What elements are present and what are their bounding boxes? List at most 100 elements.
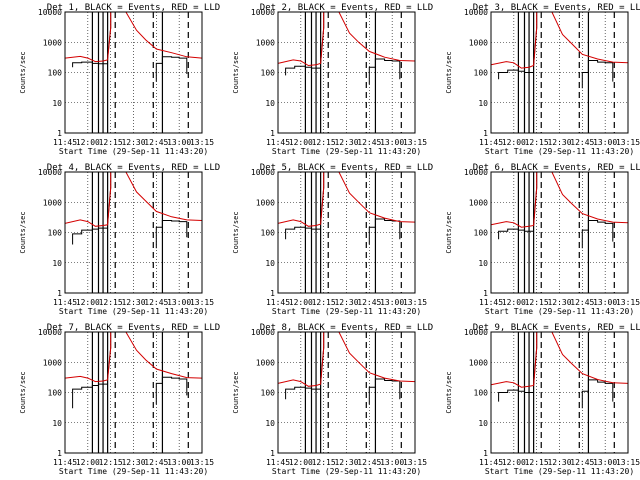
x-tick-label: 13:15 — [190, 458, 214, 467]
y-tick-label: 10000 — [251, 8, 275, 17]
detector-plot-8: Det 8, BLACK = Events, RED = LLD11:4512:… — [232, 323, 433, 476]
x-tick-label: 12:45 — [357, 458, 381, 467]
x-tick-label: 12:45 — [144, 138, 168, 147]
detector-plot-7: Det 7, BLACK = Events, RED = LLD11:4512:… — [19, 323, 220, 476]
x-tick-label: 13:15 — [616, 138, 640, 147]
events-series-line — [155, 220, 188, 249]
x-tick-label: 13:15 — [403, 138, 427, 147]
plot-title: Det 2, BLACK = Events, RED = LLD — [260, 3, 433, 13]
y-tick-label: 10000 — [464, 168, 488, 177]
y-tick-label: 1 — [483, 129, 488, 138]
events-series-line — [285, 65, 321, 76]
x-axis-label: Start Time (29-Sep-11 11:43:20) — [272, 307, 421, 316]
plot-title: Det 5, BLACK = Events, RED = LLD — [260, 163, 433, 173]
x-axis-label: Start Time (29-Sep-11 11:43:20) — [485, 467, 634, 476]
events-series-line — [368, 58, 401, 85]
lld-series-line — [64, 172, 112, 227]
x-tick-label: 12:00 — [502, 298, 526, 307]
lld-series-line — [338, 331, 416, 383]
plot-title: Det 7, BLACK = Events, RED = LLD — [47, 323, 220, 333]
lld-series-line — [551, 11, 629, 64]
events-series-line — [581, 220, 614, 249]
x-tick-label: 12:45 — [144, 298, 168, 307]
lld-series-line — [277, 332, 325, 387]
x-tick-label: 13:00 — [593, 458, 617, 467]
lld-series-line — [277, 172, 325, 227]
x-tick-label: 12:45 — [570, 138, 594, 147]
x-tick-label: 12:45 — [570, 298, 594, 307]
x-tick-label: 11:45 — [479, 458, 503, 467]
detector-plot-5: Det 5, BLACK = Events, RED = LLD11:4512:… — [232, 163, 433, 316]
y-tick-label: 1 — [270, 449, 275, 458]
y-axis-label: Counts/sec — [445, 211, 453, 253]
y-axis-label: Counts/sec — [232, 211, 240, 253]
events-series-line — [498, 69, 534, 80]
plot-frame — [64, 171, 203, 294]
plot-frame — [490, 11, 629, 134]
events-series-line — [498, 228, 534, 240]
y-tick-label: 10 — [478, 259, 488, 268]
y-tick-label: 1000 — [43, 38, 62, 47]
detector-plot-3: Det 3, BLACK = Events, RED = LLD 11:45 12:… — [445, 3, 640, 156]
y-tick-label: 1000 — [469, 358, 488, 367]
y-tick-label: 1000 — [256, 358, 275, 367]
x-tick-label: 11:45 — [53, 298, 77, 307]
plot-title: Det 3, BLACK = Events, RED = LLD — [473, 3, 640, 13]
lld-series-line — [125, 171, 203, 221]
events-series-line — [368, 378, 401, 405]
y-tick-label: 1 — [483, 289, 488, 298]
x-tick-label: 11:45 — [266, 138, 290, 147]
detector-plot-2: Det 2, BLACK = Events, RED = LLD11:4512:… — [232, 3, 433, 156]
x-tick-label: 12:00 — [289, 458, 313, 467]
events-series-line — [285, 226, 321, 240]
x-tick-label: 12:00 — [76, 298, 100, 307]
x-tick-label: 12:15 — [525, 458, 549, 467]
x-tick-label: 12:00 — [76, 138, 100, 147]
events-series-line — [72, 383, 108, 409]
y-tick-label: 10 — [52, 259, 62, 268]
lld-series-line — [551, 331, 629, 384]
lld-series-line — [125, 11, 203, 59]
x-tick-label: 12:00 — [502, 458, 526, 467]
x-tick-label: 13:15 — [190, 138, 214, 147]
y-tick-label: 1000 — [43, 358, 62, 367]
x-tick-label: 12:15 — [99, 138, 123, 147]
y-tick-label: 10000 — [38, 8, 62, 17]
x-axis-label: Start Time (29-Sep-11 11:43:20) — [485, 307, 634, 316]
y-axis-label: Counts/sec — [232, 371, 240, 413]
plot-frame — [277, 171, 416, 294]
events-series-line — [581, 60, 614, 89]
detector-plot-6: Det 6, BLACK = Events, RED = LLD11:4512:… — [445, 163, 640, 316]
x-tick-label: 13:00 — [167, 458, 191, 467]
x-tick-label: 13:15 — [403, 298, 427, 307]
y-tick-label: 1000 — [469, 198, 488, 207]
y-tick-label: 1 — [270, 289, 275, 298]
x-tick-label: 13:15 — [616, 298, 640, 307]
x-tick-label: 12:15 — [312, 138, 336, 147]
x-tick-label: 12:00 — [289, 138, 313, 147]
y-tick-label: 100 — [261, 229, 276, 238]
x-tick-label: 11:45 — [479, 138, 503, 147]
y-tick-label: 10 — [52, 419, 62, 428]
x-tick-label: 12:30 — [547, 138, 571, 147]
plot-title: Det 1, BLACK = Events, RED = LLD — [47, 3, 220, 13]
y-tick-label: 1000 — [43, 198, 62, 207]
detector-plot-9: Det 9, BLACK = Events, RED = LLD11:4512:… — [445, 323, 640, 476]
x-tick-label: 11:45 — [479, 298, 503, 307]
x-tick-label: 12:30 — [334, 138, 358, 147]
events-series-line — [155, 56, 188, 82]
x-tick-label: 12:15 — [312, 458, 336, 467]
y-axis-label: Counts/sec — [445, 51, 453, 93]
x-tick-label: 12:30 — [334, 298, 358, 307]
y-tick-label: 1000 — [256, 38, 275, 47]
x-tick-label: 12:15 — [525, 298, 549, 307]
y-tick-label: 10 — [52, 99, 62, 108]
x-tick-label: 12:15 — [99, 458, 123, 467]
x-axis-label: Start Time (29-Sep-11 11:43:20) — [59, 467, 208, 476]
events-series-line — [498, 389, 534, 402]
plot-frame — [490, 331, 629, 454]
x-tick-label: 13:00 — [167, 138, 191, 147]
x-tick-label: 13:00 — [380, 458, 404, 467]
x-tick-label: 13:00 — [380, 298, 404, 307]
